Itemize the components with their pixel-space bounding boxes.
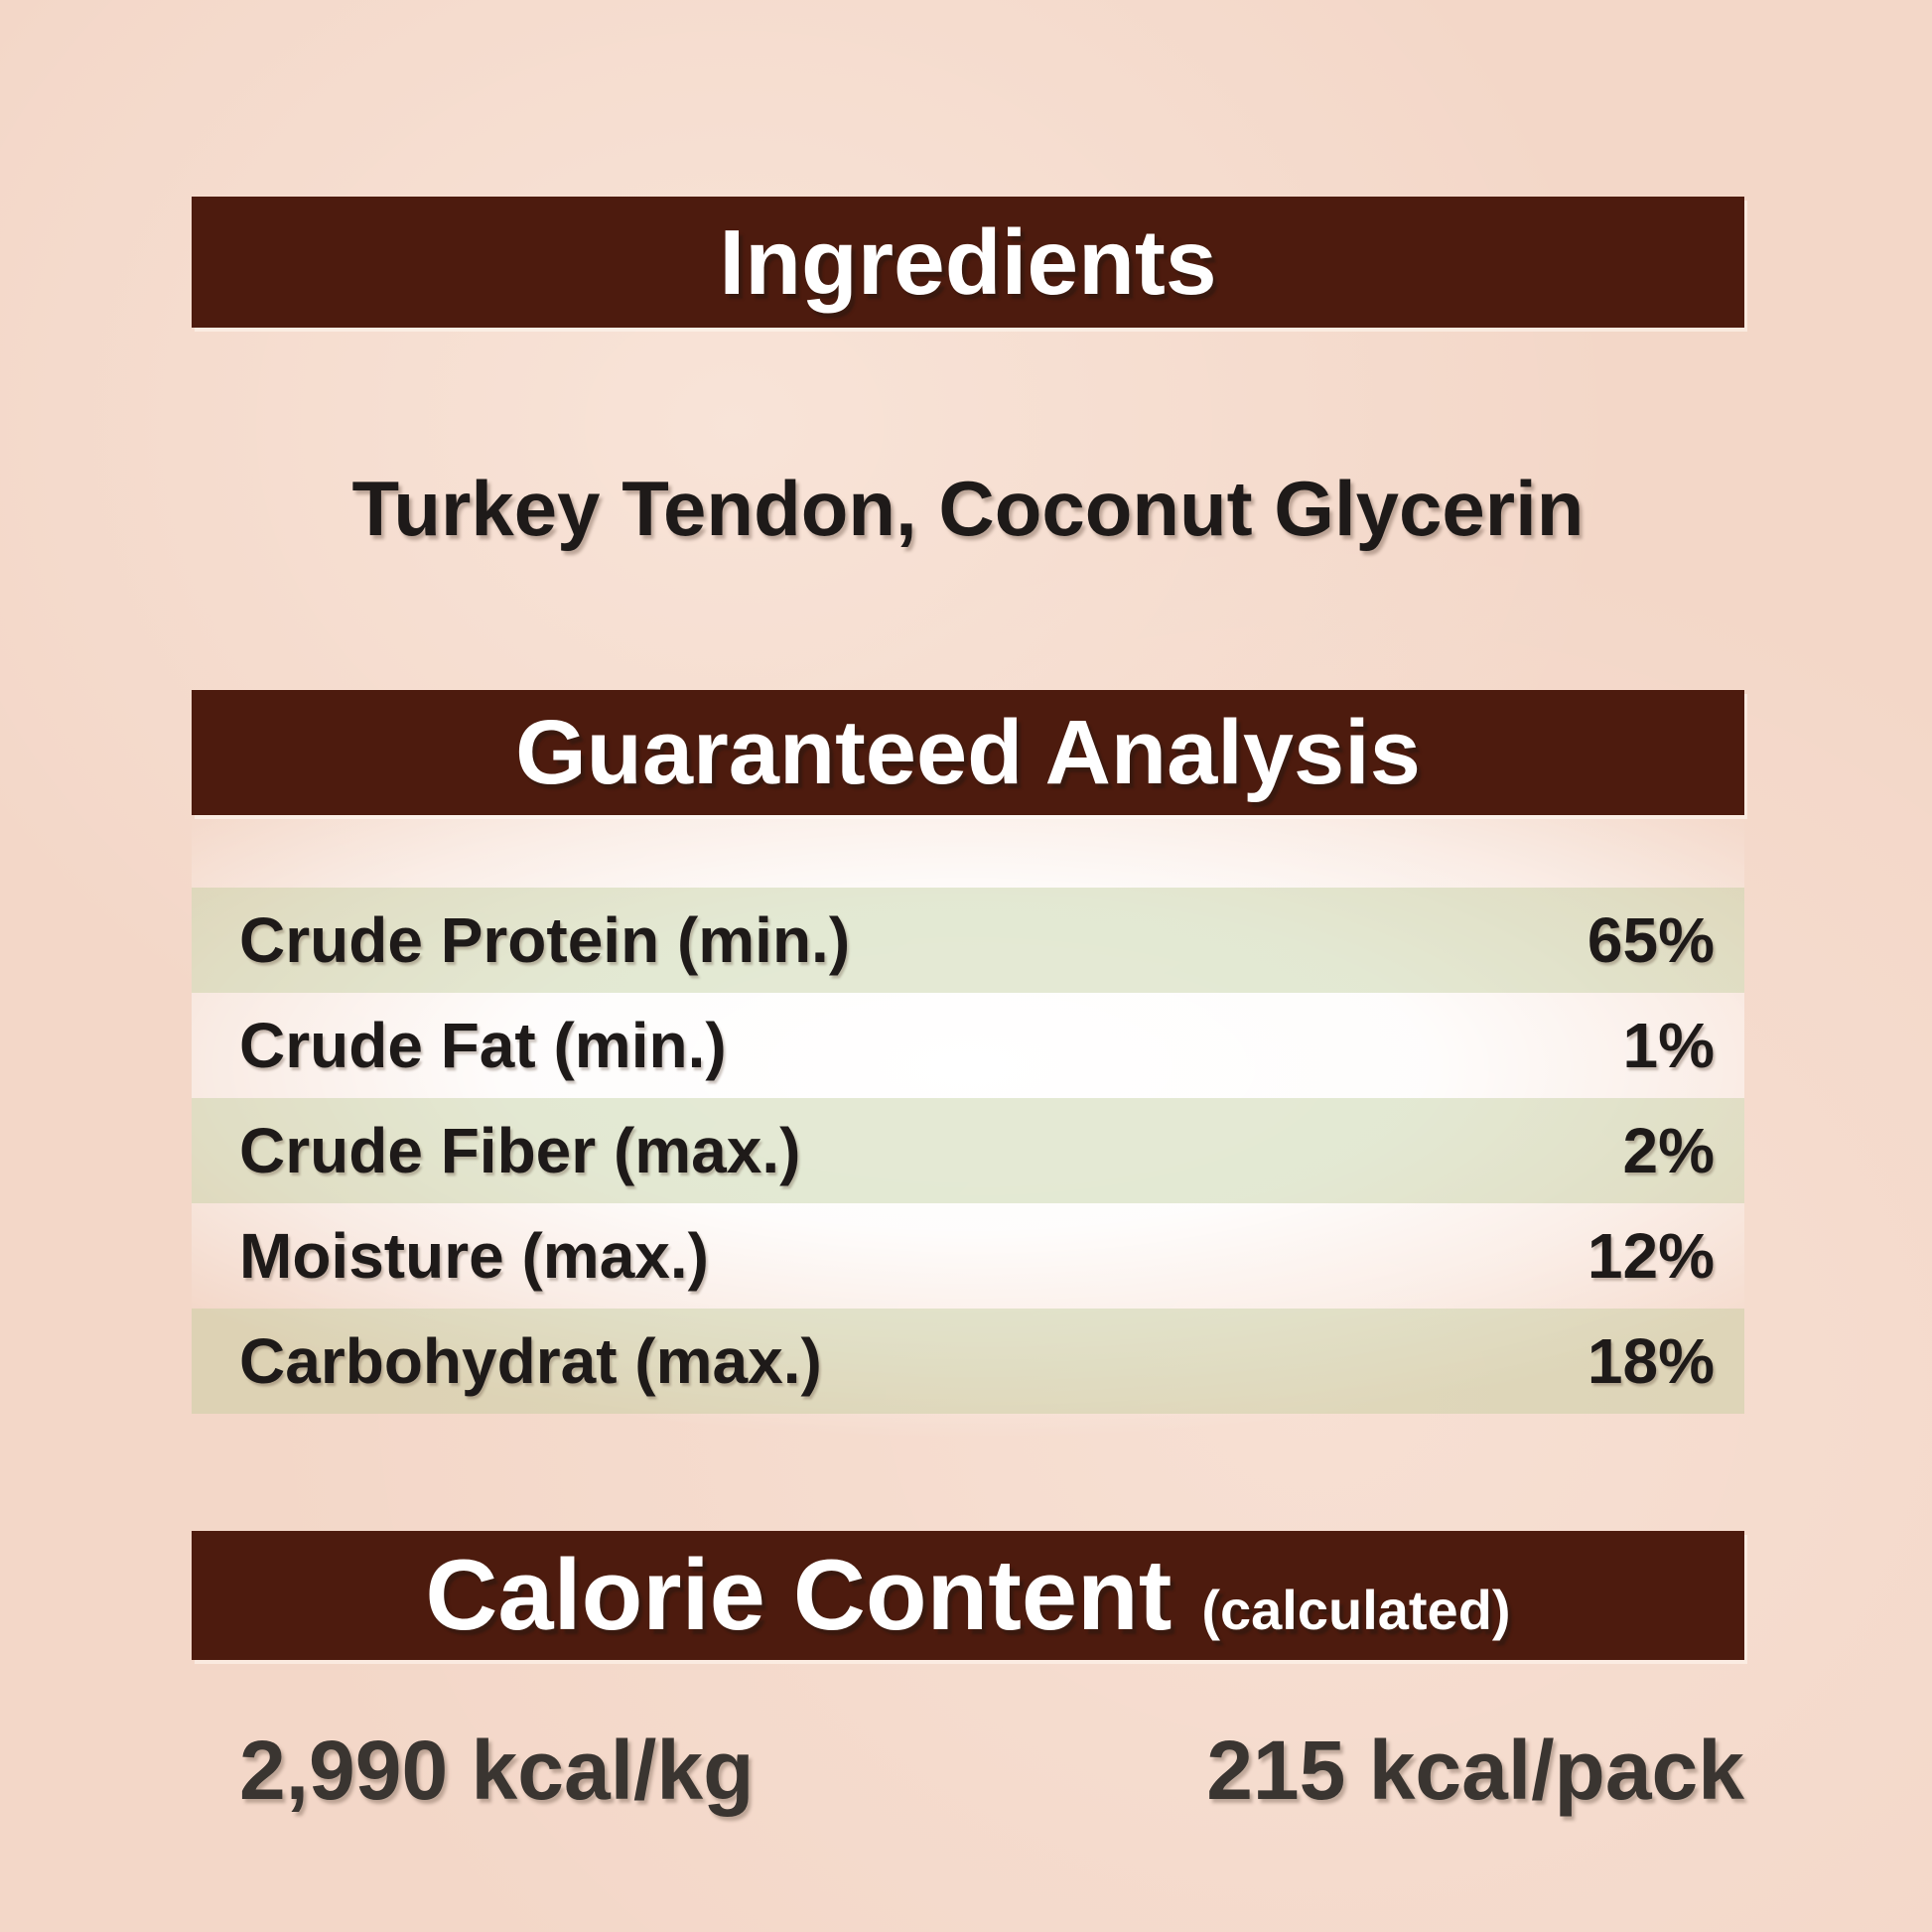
calories-per-kg: 2,990 kcal/kg — [239, 1724, 755, 1817]
analysis-row-carbohydrate: Carbohydrat (max.) 18% — [192, 1309, 1744, 1414]
guaranteed-analysis-header-bar: Guaranteed Analysis — [192, 690, 1744, 815]
analysis-row-value: 65% — [1587, 904, 1715, 976]
calorie-content-qualifier: (calculated) — [1201, 1578, 1511, 1641]
calorie-content-header-bar: Calorie Content (calculated) — [192, 1531, 1744, 1660]
calorie-content-heading: Calorie Content (calculated) — [425, 1539, 1510, 1653]
analysis-row-value: 2% — [1622, 1115, 1716, 1186]
calorie-values-row: 2,990 kcal/kg 215 kcal/pack — [192, 1724, 1744, 1817]
analysis-row-value: 12% — [1587, 1220, 1715, 1292]
analysis-row-label: Carbohydrat (max.) — [239, 1325, 822, 1397]
guaranteed-analysis-table: Crude Protein (min.) 65% Crude Fat (min.… — [192, 815, 1744, 1513]
analysis-row-moisture: Moisture (max.) 12% — [192, 1203, 1744, 1309]
analysis-row-value: 18% — [1587, 1325, 1715, 1397]
analysis-row-label: Crude Fiber (max.) — [239, 1115, 801, 1186]
analysis-row-label: Moisture (max.) — [239, 1220, 709, 1292]
analysis-row-crude-protein: Crude Protein (min.) 65% — [192, 888, 1744, 993]
analysis-row-label: Crude Fat (min.) — [239, 1010, 727, 1081]
ingredients-header-bar: Ingredients — [192, 197, 1744, 328]
calorie-content-title: Calorie Content — [425, 1539, 1173, 1651]
ingredients-list: Turkey Tendon, Coconut Glycerin — [351, 464, 1585, 552]
guaranteed-analysis-title: Guaranteed Analysis — [515, 701, 1421, 803]
ingredients-title: Ingredients — [719, 209, 1217, 314]
analysis-row-label: Crude Protein (min.) — [239, 904, 851, 976]
analysis-row-crude-fat: Crude Fat (min.) 1% — [192, 993, 1744, 1098]
calories-per-pack: 215 kcal/pack — [1206, 1724, 1744, 1817]
analysis-row-crude-fiber: Crude Fiber (max.) 2% — [192, 1098, 1744, 1203]
analysis-row-value: 1% — [1622, 1010, 1716, 1081]
